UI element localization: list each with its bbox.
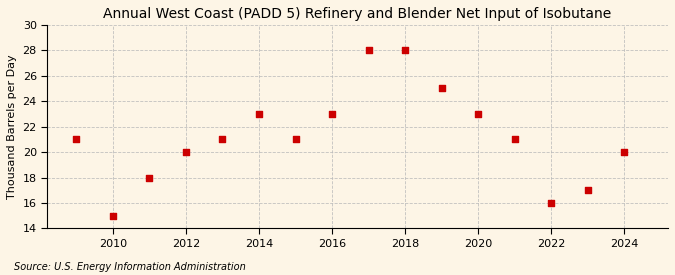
Point	[436, 86, 447, 91]
Point	[71, 137, 82, 142]
Point	[180, 150, 191, 154]
Point	[254, 112, 265, 116]
Point	[509, 137, 520, 142]
Point	[619, 150, 630, 154]
Point	[327, 112, 338, 116]
Y-axis label: Thousand Barrels per Day: Thousand Barrels per Day	[7, 54, 17, 199]
Point	[546, 201, 557, 205]
Point	[363, 48, 374, 53]
Text: Source: U.S. Energy Information Administration: Source: U.S. Energy Information Administ…	[14, 262, 245, 272]
Point	[400, 48, 410, 53]
Point	[583, 188, 593, 192]
Point	[107, 213, 118, 218]
Point	[217, 137, 228, 142]
Point	[290, 137, 301, 142]
Point	[144, 175, 155, 180]
Point	[472, 112, 483, 116]
Title: Annual West Coast (PADD 5) Refinery and Blender Net Input of Isobutane: Annual West Coast (PADD 5) Refinery and …	[103, 7, 612, 21]
